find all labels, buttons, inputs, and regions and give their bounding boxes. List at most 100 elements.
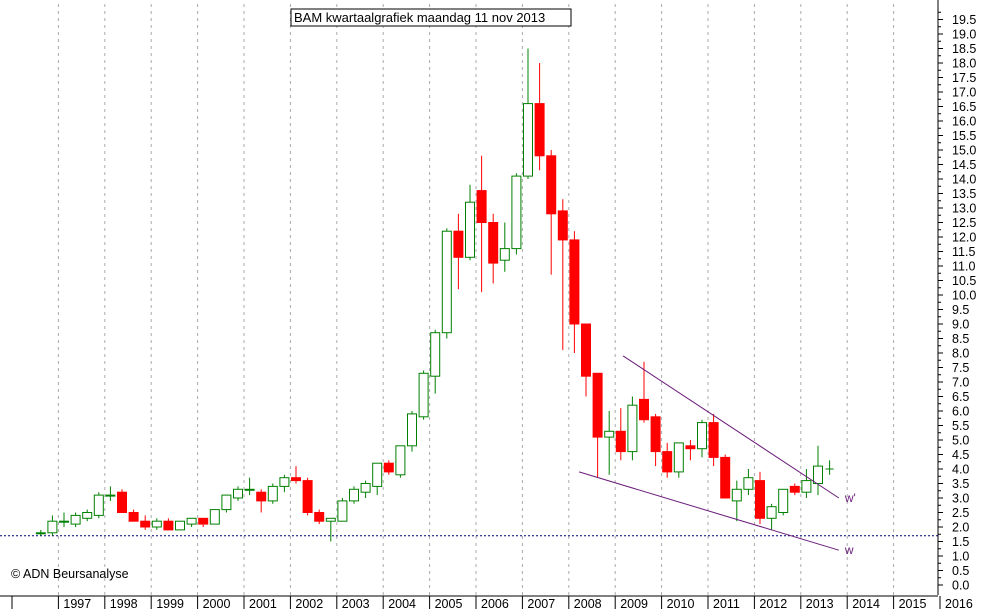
x-tick-label: 2011: [713, 597, 740, 610]
x-tick-label: 2006: [481, 597, 509, 610]
x-tick-label: 2004: [388, 597, 416, 610]
candle-body: [35, 532, 46, 535]
candle-body: [708, 422, 719, 458]
candle-body: [430, 332, 441, 377]
candle-body: [117, 491, 127, 514]
candle-body: [604, 430, 615, 438]
candle-body: [383, 462, 394, 473]
y-tick-label: 10.5: [952, 274, 976, 288]
candle-body: [720, 456, 731, 499]
candle-body: [511, 175, 522, 250]
x-tick-label: 2016: [945, 597, 973, 610]
y-tick-label: 16.5: [952, 100, 976, 114]
y-tick-label: 13.5: [952, 187, 976, 201]
candle-body: [186, 517, 197, 525]
y-tick-label: 2.0: [952, 521, 969, 535]
candle-body: [731, 488, 742, 502]
candle-body: [407, 413, 417, 447]
candle-body: [291, 477, 301, 482]
candle-body: [279, 477, 290, 487]
candle-body: [813, 465, 823, 485]
candle-body: [592, 372, 603, 438]
trendline: [578, 471, 840, 551]
y-tick-label: 19.0: [952, 28, 976, 42]
candle-body: [523, 103, 533, 177]
candle-body: [534, 103, 545, 157]
candle-body: [546, 155, 557, 215]
y-tick-label: 7.0: [952, 376, 969, 390]
y-tick-label: 2.5: [952, 506, 969, 520]
candle-body: [476, 190, 487, 224]
x-tick-label: 2001: [249, 597, 277, 610]
candle-body: [581, 323, 591, 377]
y-tick-label: 0.5: [952, 564, 969, 578]
candle-body: [267, 485, 278, 502]
candle-body: [395, 445, 406, 476]
trendline-label: w': [844, 491, 856, 505]
x-tick-label: 1998: [110, 597, 138, 610]
candle-body: [70, 514, 81, 525]
y-tick-label: 9.0: [952, 318, 969, 332]
candle-body: [244, 488, 255, 491]
y-tick-label: 9.5: [952, 303, 969, 317]
x-tick-label: 1999: [156, 597, 184, 610]
candle-body: [360, 483, 371, 493]
y-tick-label: 4.5: [952, 448, 969, 462]
candle-body: [441, 230, 452, 334]
y-tick-label: 17.0: [952, 86, 976, 100]
y-tick-label: 19.5: [952, 13, 976, 27]
x-tick-label: 2003: [342, 597, 370, 610]
candle-body: [325, 517, 336, 522]
candle-body: [557, 210, 568, 241]
candle-body: [163, 520, 174, 531]
y-tick-label: 3.5: [952, 477, 969, 491]
candle-body: [198, 517, 209, 525]
y-tick-label: 4.0: [952, 463, 969, 477]
candle-body: [453, 230, 464, 258]
candle-body: [697, 422, 707, 450]
candle-body: [778, 488, 789, 513]
candle-body: [82, 512, 93, 519]
candle-body: [627, 404, 638, 453]
x-tick-label: 2007: [527, 597, 555, 610]
candle-body: [337, 500, 348, 522]
y-tick-label: 3.0: [952, 492, 969, 506]
y-tick-label: 15.5: [952, 129, 976, 143]
x-tick-label: 2002: [295, 597, 323, 610]
y-tick-label: 12.5: [952, 216, 976, 230]
x-tick-label: 2013: [806, 597, 834, 610]
y-tick-label: 11.0: [952, 260, 975, 274]
chart-title: BAM kwartaalgrafiek maandag 11 nov 2013: [294, 10, 545, 25]
candle-body: [465, 201, 475, 258]
candles: [35, 48, 834, 542]
candle-body: [639, 398, 649, 421]
candle-body: [801, 480, 812, 493]
y-tick-label: 12.0: [952, 231, 976, 245]
x-tick-label: 2005: [435, 597, 463, 610]
candle-body: [488, 222, 499, 264]
candle-body: [302, 480, 313, 514]
credit-text: © ADN Beursanalyse: [11, 567, 129, 581]
candle-body: [59, 520, 69, 523]
x-tick-label: 2008: [574, 597, 602, 610]
trendlines: w' w: [578, 355, 856, 557]
y-tick-label: 8.5: [952, 332, 969, 346]
candle-body: [499, 248, 510, 261]
y-tick-label: 6.5: [952, 390, 969, 404]
candle-body: [105, 494, 116, 497]
title-box: BAM kwartaalgrafiek maandag 11 nov 2013: [290, 8, 572, 27]
candle-body: [209, 509, 220, 525]
candle-body: [221, 494, 232, 511]
x-tick-label: 2014: [852, 597, 880, 610]
candle-body: [615, 430, 626, 453]
x-tick-label: 1997: [63, 597, 91, 610]
candle-body: [673, 442, 684, 473]
y-tick-label: 17.5: [952, 71, 976, 85]
y-tick-label: 13.0: [952, 202, 976, 216]
candle-body: [685, 445, 696, 450]
y-tick-label: 8.0: [952, 347, 969, 361]
candle-body: [349, 488, 359, 502]
y-tick-label: 0.0: [952, 579, 969, 593]
